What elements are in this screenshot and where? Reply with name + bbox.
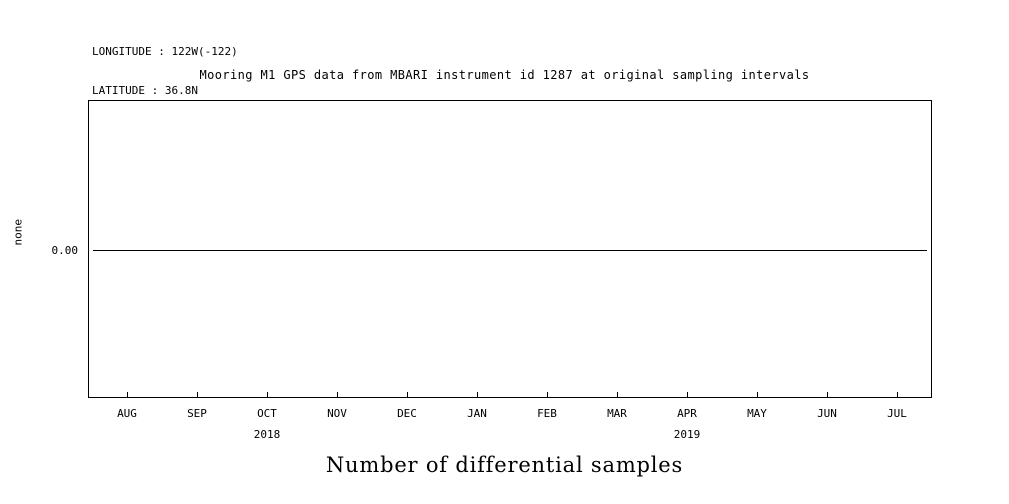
x-tick-label: APR (677, 407, 697, 420)
x-tickmark (407, 392, 408, 398)
plot-area (88, 100, 932, 398)
x-tick-label: FEB (537, 407, 557, 420)
x-tick-label: NOV (327, 407, 347, 420)
x-tick-label: AUG (117, 407, 137, 420)
x-tickmark (267, 392, 268, 398)
x-tickmark (827, 392, 828, 398)
y-axis-label: none (11, 219, 25, 246)
x-tickmark (687, 392, 688, 398)
x-tick-label: JAN (467, 407, 487, 420)
x-tickmark (547, 392, 548, 398)
x-tickmark (337, 392, 338, 398)
longitude-label: LONGITUDE : 122W(-122) (92, 45, 238, 58)
bottom-caption: Number of differential samples (325, 453, 684, 477)
x-tick-label: JUL (887, 407, 907, 420)
x-tick-label: DEC (397, 407, 417, 420)
x-tickmark (127, 392, 128, 398)
x-tick-label: SEP (187, 407, 207, 420)
y-tick-label: 0.00 (51, 244, 79, 257)
x-tickmark (617, 392, 618, 398)
x-tick-label: OCT (257, 407, 277, 420)
year-label: 2019 (673, 428, 701, 441)
x-axis-year-labels: 2018 2019 (88, 428, 932, 442)
x-tick-label: MAR (607, 407, 627, 420)
x-tick-label: MAY (747, 407, 767, 420)
x-tick-label: JUN (817, 407, 837, 420)
x-axis-tick-labels: AUG SEP OCT NOV DEC JAN FEB MAR APR MAY JUN JUL (88, 407, 932, 421)
x-axis-tickmarks (88, 392, 932, 398)
x-tickmark (757, 392, 758, 398)
x-tickmark (897, 392, 898, 398)
x-tickmark (477, 392, 478, 398)
year-label: 2018 (253, 428, 281, 441)
data-line-zero (93, 250, 927, 251)
x-tickmark (197, 392, 198, 398)
chart-title: Mooring M1 GPS data from MBARI instrumen… (199, 68, 810, 82)
latitude-label: LATITUDE : 36.8N (92, 84, 198, 97)
